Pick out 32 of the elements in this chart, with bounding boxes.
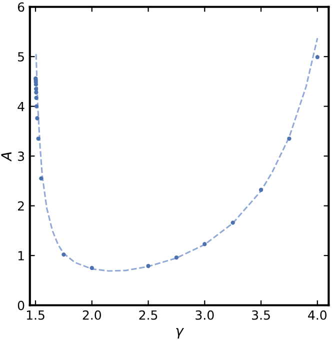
- point: [230, 220, 235, 225]
- point: [202, 242, 207, 246]
- y-tick-label: 2: [18, 201, 24, 211]
- point: [35, 116, 40, 120]
- point: [36, 136, 40, 141]
- point: [34, 104, 39, 108]
- x-tick-label: 4.0: [308, 310, 327, 320]
- x-axis-title: γ: [176, 328, 184, 338]
- x-tick-label: 2.0: [82, 310, 102, 320]
- y-tick-label: 3: [18, 152, 24, 161]
- x-tick-label: 2.5: [139, 310, 158, 320]
- y-tick-label: 1: [18, 251, 24, 260]
- point: [287, 136, 292, 141]
- point: [258, 188, 264, 192]
- y-axis-title: A: [1, 152, 12, 162]
- y-tick-label: 4: [18, 102, 24, 112]
- line-series: [35, 37, 318, 272]
- x-tick-label: 1.5: [26, 310, 44, 320]
- point: [34, 90, 38, 94]
- point: [146, 264, 150, 268]
- point: [62, 252, 66, 257]
- point: [90, 266, 94, 270]
- point: [34, 96, 38, 100]
- y-tick-label: 0: [18, 300, 24, 310]
- point: [39, 176, 44, 181]
- y-tick-label: 6: [18, 2, 24, 12]
- point: [34, 86, 38, 92]
- y-tick-label: 5: [18, 52, 24, 62]
- x-tick-label: 3.0: [196, 310, 214, 320]
- point: [315, 55, 320, 60]
- point: [174, 255, 179, 260]
- x-tick-label: 3.5: [252, 310, 270, 320]
